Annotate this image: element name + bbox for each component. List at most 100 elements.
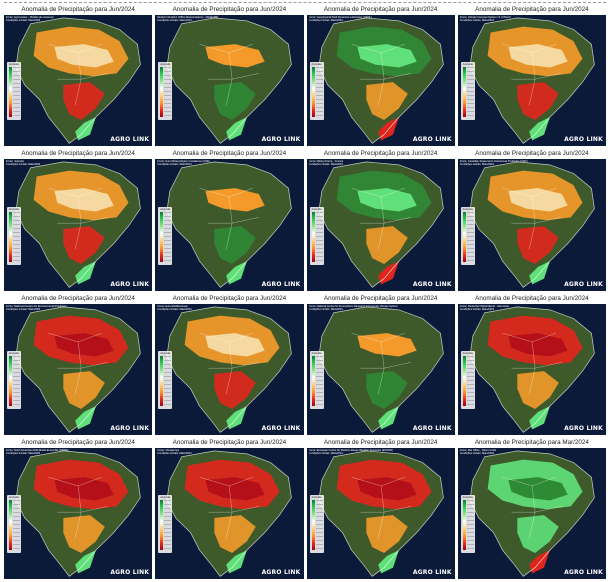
source-text: Modelo Climático (Office Meteorológico) …: [157, 16, 218, 19]
source-text: Fonte: North American Multi-Model Ensemb…: [6, 448, 69, 452]
agrolink-logo: AGRO LINK: [110, 136, 150, 144]
panel-title: Anomalia de Precipitação para Jun/2024: [323, 6, 438, 13]
panel-title: Anomalia de Precipitação para Jun/2024: [172, 150, 287, 158]
initial-conditions-text: Condições iniciais: Maio/2024: [308, 451, 343, 455]
legend-ticks: [315, 500, 323, 550]
legend-ticks: [13, 355, 20, 406]
legend-color-bar: [160, 355, 164, 406]
legend-ticks: [13, 500, 20, 550]
source-text: Fonte: European Centre for Medium-Range …: [308, 448, 394, 452]
legend-color-bar: [462, 67, 466, 118]
top-border: [4, 2, 606, 3]
anomaly-legend: Anomalia: [309, 206, 324, 265]
precipitation-anomaly-map: Fonte: National Center for Atmospheric R…: [306, 303, 455, 435]
initial-conditions-text: Condições iniciais: Maio/2024: [308, 163, 343, 167]
source-text: Fonte: Japonês: [6, 160, 24, 164]
forecast-panel-3[interactable]: Anomalia de Precipitação para Jun/2024 F…: [306, 5, 455, 147]
forecast-panel-5[interactable]: Anomalia de Precipitação para Jun/2024 F…: [4, 149, 153, 291]
forecast-panel-12[interactable]: Anomalia de Precipitação para Jun/2024 F…: [457, 293, 606, 435]
panel-title: Anomalia de Precipitação para Jun/2024: [323, 150, 438, 158]
panel-title: Anomalia de Precipitação para Jun/2024: [475, 294, 589, 302]
legend-ticks: [164, 355, 172, 406]
legend-ticks: [315, 67, 323, 118]
precipitation-anomaly-map: Fonte: National Centers for Environmenta…: [4, 303, 153, 435]
legend-title: Anomalia: [462, 351, 473, 355]
precipitation-anomaly-map: Fonte: Met Office - Reino Unido Condiçõe…: [457, 447, 606, 579]
forecast-panel-7[interactable]: Anomalia de Precipitação para Jun/2024 F…: [306, 149, 455, 291]
agrolink-logo: AGRO LINK: [261, 424, 301, 432]
panel-title: Anomalia de Precipitação para Jun/2024: [172, 294, 287, 302]
panel-title: Anomalia de Precipitação para Jun/2024: [21, 150, 135, 158]
source-text: Fonte: Climatempo: [157, 448, 180, 452]
brazil-map: [4, 15, 153, 147]
panel-title: Anomalia de Precipitação para Jun/2024: [323, 294, 438, 302]
forecast-panel-1[interactable]: Anomalia de Precipitação para Jun/2024 F…: [4, 5, 153, 147]
brazil-map: [457, 303, 606, 435]
anomaly-legend: Anomalia: [309, 62, 324, 121]
anomaly-legend: Anomalia: [7, 62, 21, 121]
precipitation-anomaly-map: Fonte: Euro-Mediterranean Condições inic…: [155, 303, 304, 435]
legend-ticks: [466, 211, 474, 262]
brazil-map: [306, 15, 455, 147]
forecast-panel-2[interactable]: Anomalia de Precipitação para Jun/2024 M…: [155, 5, 304, 147]
forecast-panel-9[interactable]: Anomalia de Precipitação para Jun/2024 F…: [4, 293, 153, 435]
source-text: Fonte: Geophysical Fluid Dynamics Labora…: [308, 16, 372, 19]
legend-title: Anomalia: [160, 63, 171, 67]
legend-color-bar: [311, 355, 315, 406]
forecast-panel-16[interactable]: Anomalia de Precipitação para Mar/2024 F…: [457, 437, 606, 579]
forecast-panel-13[interactable]: Anomalia de Precipitação para Jun/2024 F…: [4, 437, 153, 579]
panel-title: Anomalia de Precipitação para Jun/2024: [475, 6, 589, 13]
forecast-map-grid: Anomalia de Precipitação para Jun/2024 F…: [4, 5, 606, 579]
initial-conditions-text: Condições iniciais: Maio/2024: [157, 163, 192, 167]
forecast-panel-6[interactable]: Anomalia de Precipitação para Jun/2024 F…: [155, 149, 304, 291]
precipitation-anomaly-map: Fonte: North American Multi-Model Ensemb…: [4, 447, 153, 579]
brazil-map: [457, 15, 606, 147]
anomaly-legend: Anomalia: [7, 350, 21, 409]
legend-title: Anomalia: [462, 496, 473, 499]
forecast-panel-15[interactable]: Anomalia de Precipitação para Jun/2024 F…: [306, 437, 455, 579]
anomaly-legend: Anomalia: [7, 206, 21, 265]
source-text: Fonte: Climate Forecast System v2 (CFSv2…: [459, 16, 511, 19]
agrolink-logo: AGRO LINK: [412, 280, 452, 288]
forecast-panel-14[interactable]: Anomalia de Precipitação para Jun/2024 F…: [155, 437, 304, 579]
anomaly-legend: Anomalia: [460, 206, 475, 265]
panel-title: Anomalia de Precipitação para Jun/2024: [21, 6, 135, 13]
initial-conditions-text: Condições iniciais: Maio/2024: [459, 451, 495, 455]
source-text: Fonte: Euro-Mediterranean: [157, 304, 189, 308]
forecast-panel-10[interactable]: Anomalia de Precipitação para Jun/2024 F…: [155, 293, 304, 435]
legend-title: Anomalia: [9, 63, 19, 67]
panel-title: Anomalia de Precipitação para Jun/2024: [475, 150, 589, 158]
legend-color-bar: [160, 211, 164, 262]
agrolink-logo: AGRO LINK: [412, 424, 452, 432]
initial-conditions-text: Condições iniciais: Maio/2024: [6, 307, 41, 311]
brazil-map: [457, 447, 606, 579]
anomaly-legend: Anomalia: [460, 62, 475, 121]
brazil-map: [306, 159, 455, 291]
anomaly-legend: Anomalia: [460, 350, 475, 409]
source-text: Fonte: Agrometeor - Modelo de consenso: [6, 16, 54, 19]
panel-title: Anomalia de Precipitação para Jun/2024: [21, 294, 135, 302]
agrolink-logo: AGRO LINK: [412, 569, 452, 576]
precipitation-anomaly-map: Modelo Climático (Office Meteorológico) …: [155, 15, 304, 147]
agrolink-logo: AGRO LINK: [564, 280, 603, 288]
legend-title: Anomalia: [160, 207, 171, 211]
agrolink-logo: AGRO LINK: [110, 280, 150, 288]
brazil-map: [155, 15, 304, 147]
anomaly-legend: Anomalia: [158, 350, 173, 409]
legend-title: Anomalia: [160, 351, 171, 355]
panel-title: Anomalia de Precipitação para Jun/2024: [21, 438, 135, 446]
forecast-panel-11[interactable]: Anomalia de Precipitação para Jun/2024 F…: [306, 293, 455, 435]
legend-color-bar: [9, 500, 12, 550]
legend-title: Anomalia: [462, 63, 473, 67]
initial-conditions-text: Condições iniciais: Maio/2024: [459, 307, 495, 311]
brazil-map: [155, 303, 304, 435]
legend-ticks: [164, 67, 172, 118]
forecast-panel-8[interactable]: Anomalia de Precipitação para Jun/2024 F…: [457, 149, 606, 291]
legend-title: Anomalia: [462, 207, 473, 211]
legend-color-bar: [9, 355, 12, 406]
forecast-panel-4[interactable]: Anomalia de Precipitação para Jun/2024 F…: [457, 5, 606, 147]
agrolink-logo: AGRO LINK: [110, 424, 150, 432]
brazil-map: [457, 159, 606, 291]
source-text: Fonte: Met Office - Reino Unido: [459, 448, 497, 452]
panel-title: Anomalia de Precipitação para Jun/2024: [323, 438, 438, 446]
